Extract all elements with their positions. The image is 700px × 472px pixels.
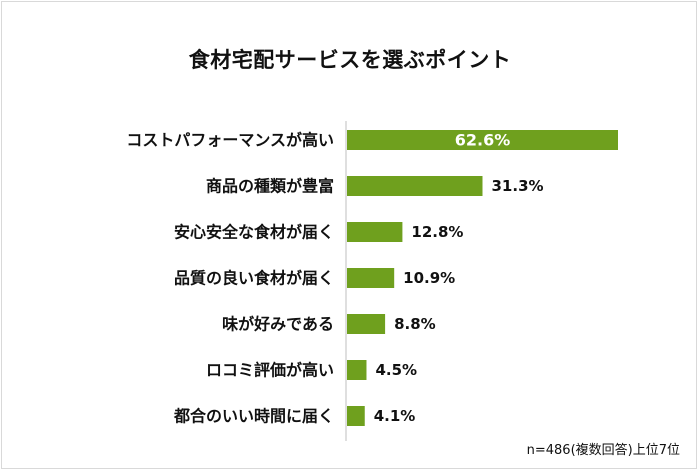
value-label: 62.6% <box>455 131 511 150</box>
category-label: 味が好みである <box>222 315 334 334</box>
sample-note: n=486(複数回答)上位7位 <box>526 443 680 458</box>
category-label: コストパフォーマンスが高い <box>126 131 334 150</box>
category-label: 商品の種類が豊富 <box>206 177 334 196</box>
category-label: ロコミ評価が高い <box>206 361 334 380</box>
bar <box>347 130 618 150</box>
bar <box>347 268 395 288</box>
bar <box>347 222 403 242</box>
bar <box>347 176 483 196</box>
value-label: 4.1% <box>374 407 416 425</box>
category-label: 都合のいい時間に届く <box>173 407 334 426</box>
bar <box>347 406 365 426</box>
bar <box>347 314 386 334</box>
chart-title: 食材宅配サービスを選ぶポイント <box>188 48 512 72</box>
category-label: 品質の良い食材が届く <box>174 269 334 288</box>
value-label: 31.3% <box>492 177 544 195</box>
value-label: 10.9% <box>403 269 455 287</box>
value-label: 12.8% <box>411 223 463 241</box>
bar <box>347 360 367 380</box>
category-label: 安心安全な食材が届く <box>174 223 334 242</box>
value-label: 8.8% <box>394 315 436 333</box>
value-label: 4.5% <box>375 361 417 379</box>
